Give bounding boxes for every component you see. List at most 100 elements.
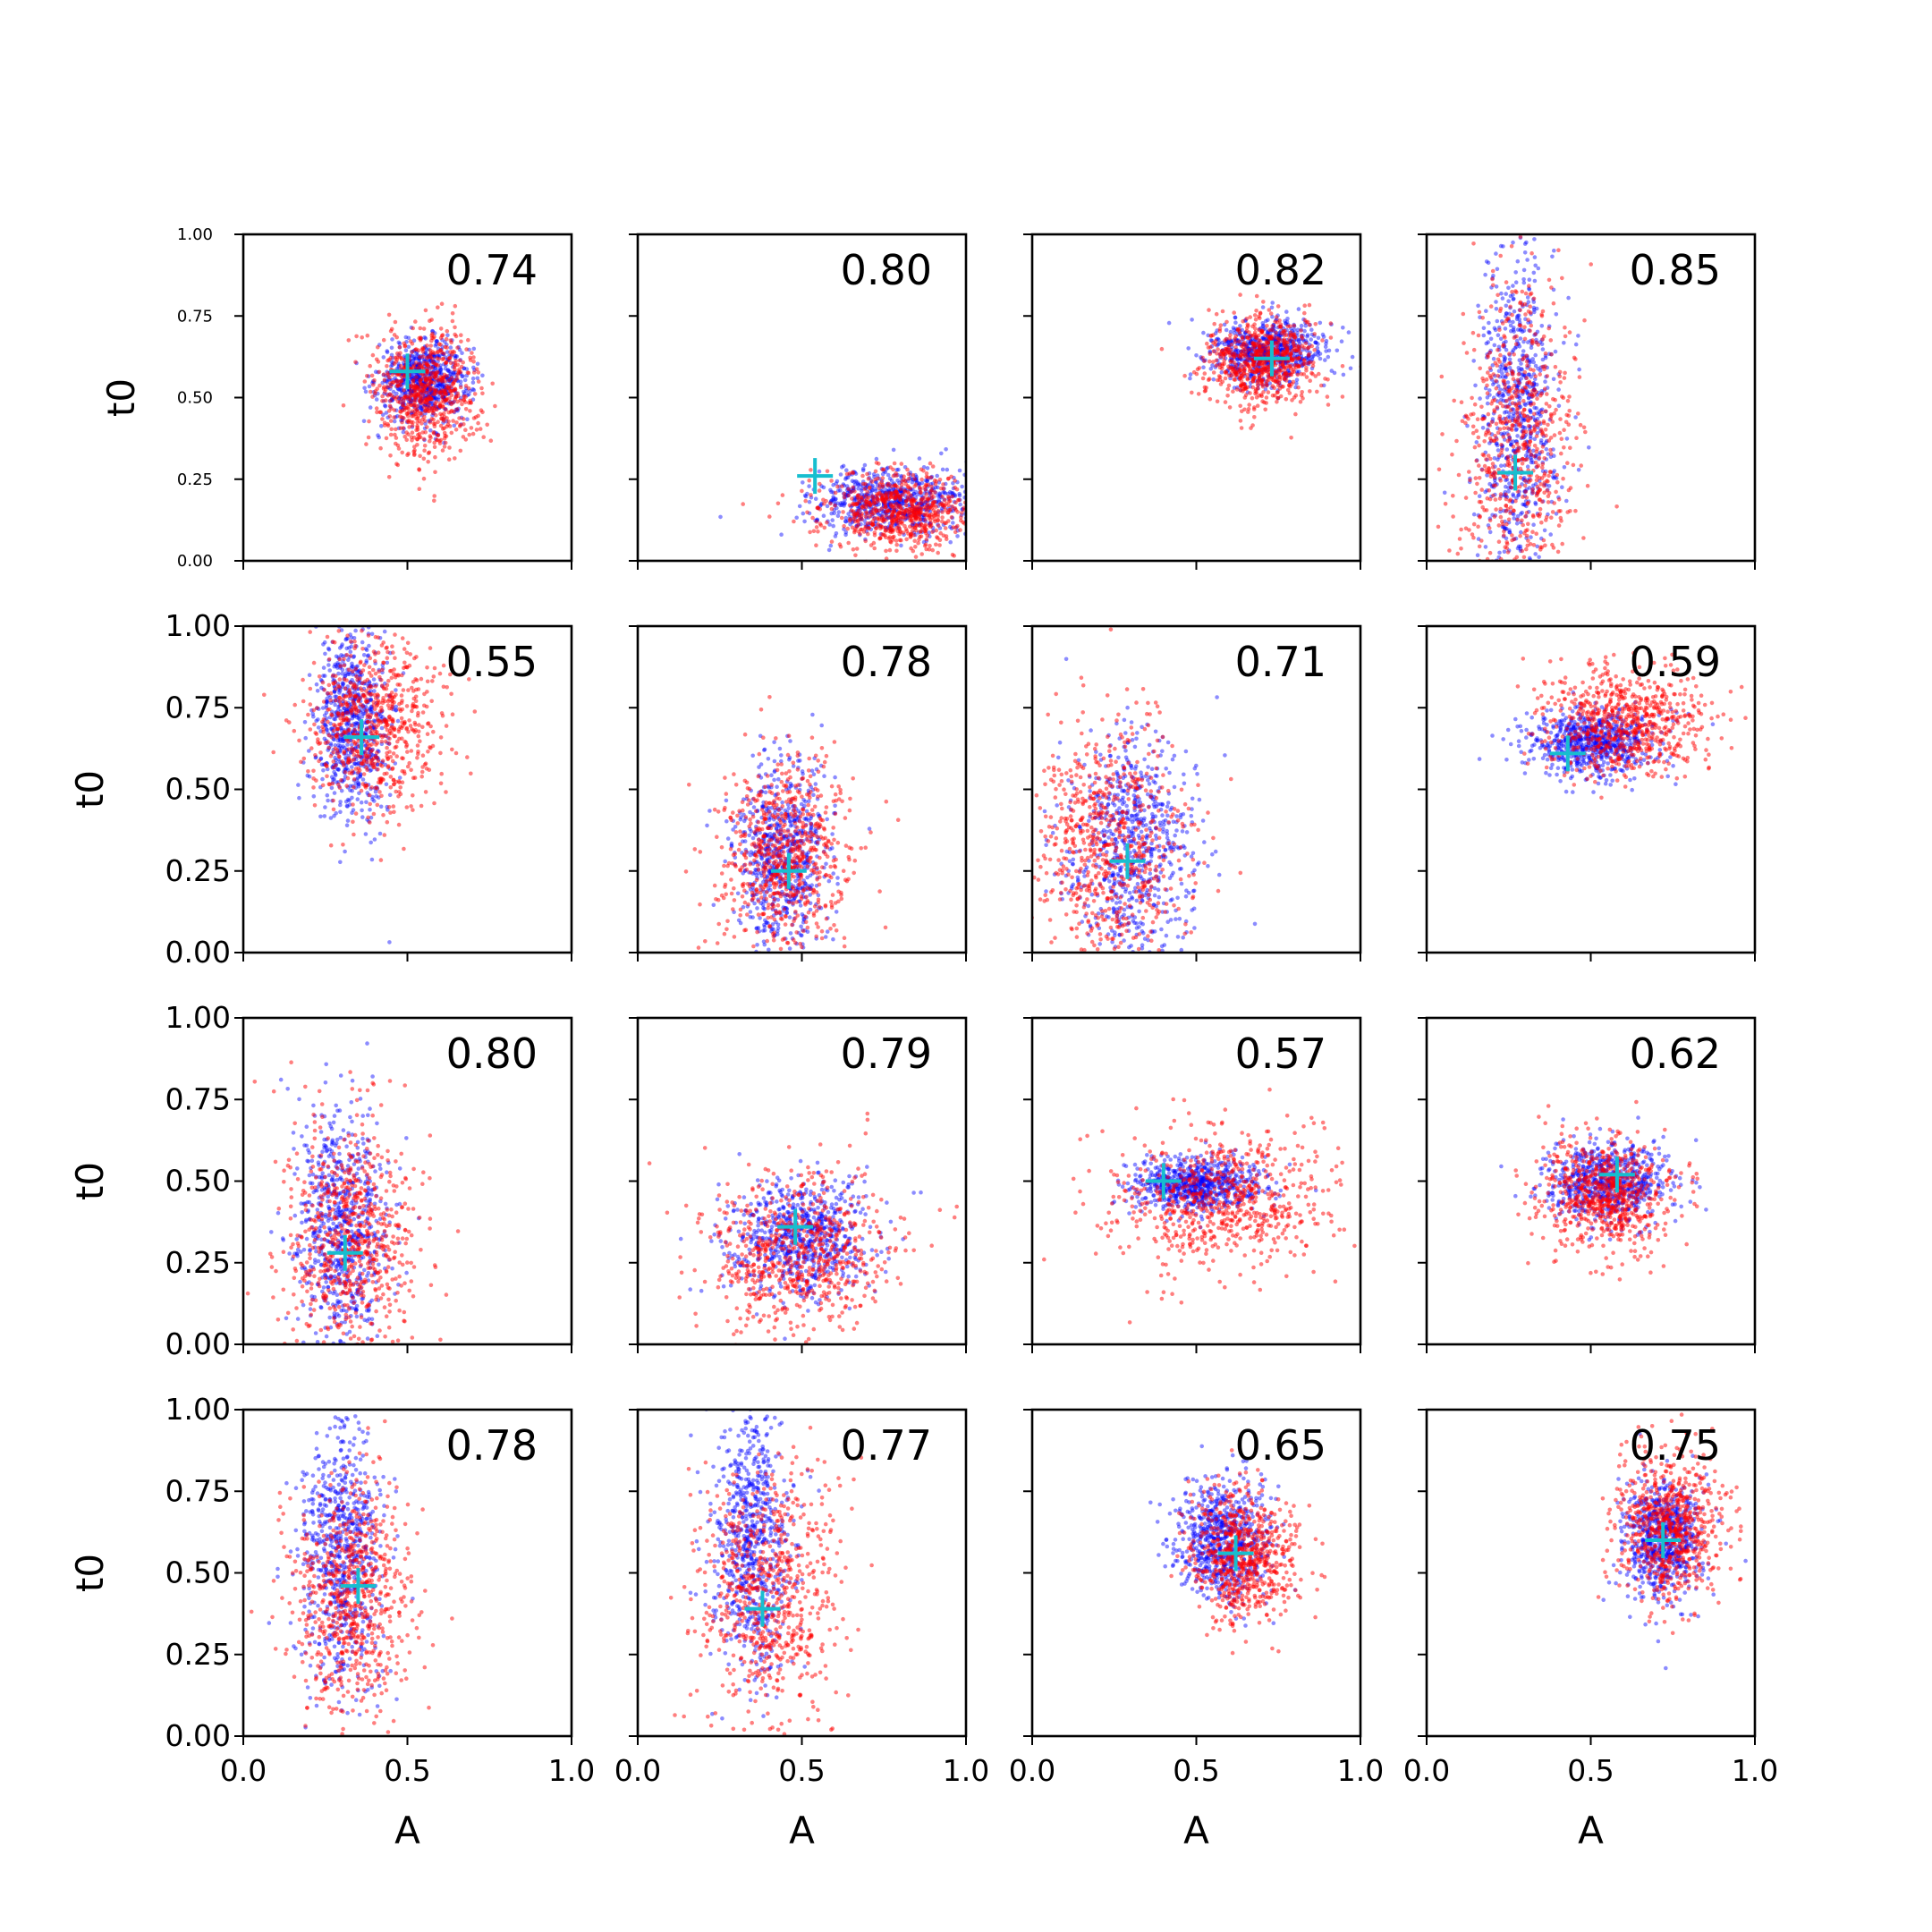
- red-point: [852, 489, 857, 494]
- blue-point: [955, 534, 960, 538]
- red-point: [451, 419, 455, 423]
- red-point: [864, 499, 869, 504]
- blue-point: [1508, 323, 1513, 328]
- red-point: [958, 528, 962, 532]
- blue-point: [393, 376, 397, 381]
- blue-point: [817, 469, 822, 474]
- red-point: [402, 434, 408, 439]
- blue-point: [368, 405, 373, 410]
- red-point: [880, 476, 886, 480]
- red-point: [428, 343, 434, 348]
- blue-point: [1552, 469, 1557, 473]
- red-point: [365, 374, 369, 378]
- red-point: [387, 403, 393, 409]
- red-point: [1306, 345, 1311, 350]
- blue-point: [845, 475, 851, 480]
- red-point: [471, 355, 476, 360]
- red-point: [1302, 310, 1307, 316]
- blue-point: [1270, 301, 1275, 305]
- red-point: [408, 398, 413, 403]
- blue-point: [1564, 436, 1570, 441]
- blue-point: [1528, 408, 1532, 412]
- red-point: [898, 504, 902, 508]
- blue-point: [802, 519, 807, 524]
- red-point: [460, 402, 464, 407]
- red-point: [380, 417, 385, 421]
- red-point: [449, 430, 454, 436]
- blue-point: [1534, 306, 1539, 311]
- red-point: [429, 335, 435, 341]
- blue-point: [1514, 521, 1520, 526]
- blue-point: [1532, 255, 1538, 259]
- red-point: [1250, 385, 1256, 390]
- red-point: [1211, 360, 1216, 364]
- blue-point: [841, 463, 846, 469]
- blue-point: [1311, 353, 1316, 359]
- blue-point: [1507, 530, 1513, 535]
- blue-point: [411, 358, 416, 363]
- red-point: [411, 363, 416, 369]
- red-point: [1259, 394, 1264, 399]
- blue-point: [1496, 369, 1502, 374]
- red-point: [874, 509, 879, 513]
- red-point: [935, 535, 939, 539]
- blue-point: [859, 488, 864, 493]
- red-point: [809, 493, 813, 497]
- red-point: [407, 425, 411, 429]
- red-point: [457, 367, 462, 372]
- red-point: [929, 484, 934, 489]
- red-point: [811, 529, 817, 534]
- red-point: [1239, 378, 1244, 384]
- red-point: [912, 484, 917, 488]
- blue-point: [443, 366, 448, 371]
- red-point: [874, 526, 878, 531]
- blue-point: [1249, 373, 1254, 377]
- red-point: [890, 530, 895, 534]
- blue-point: [1296, 337, 1301, 343]
- blue-point: [947, 489, 953, 495]
- red-point: [1254, 352, 1258, 358]
- red-point: [368, 363, 373, 369]
- red-point: [930, 504, 935, 508]
- blue-point: [390, 337, 394, 342]
- red-point: [961, 520, 965, 525]
- blue-point: [957, 491, 962, 496]
- red-point: [919, 552, 924, 556]
- red-point: [1284, 397, 1289, 402]
- red-point: [1284, 348, 1290, 353]
- red-point: [407, 418, 411, 423]
- y-tick-label: 1.00: [177, 225, 213, 244]
- red-point: [921, 504, 927, 510]
- red-point: [873, 469, 878, 474]
- blue-point: [1511, 494, 1516, 498]
- blue-point: [406, 344, 411, 350]
- blue-point: [462, 391, 467, 396]
- red-point: [1528, 304, 1532, 309]
- red-point: [849, 489, 853, 495]
- red-point: [1274, 330, 1278, 335]
- red-point: [869, 510, 874, 515]
- red-point: [1301, 361, 1306, 367]
- panel-score: 0.80: [841, 246, 932, 294]
- red-point: [846, 487, 851, 492]
- red-point: [1479, 487, 1484, 492]
- red-point: [1237, 367, 1242, 371]
- blue-point: [1494, 251, 1498, 256]
- red-point: [888, 493, 894, 498]
- red-point: [457, 358, 462, 363]
- blue-point: [1515, 434, 1520, 438]
- red-point: [406, 432, 411, 437]
- blue-point: [1341, 372, 1346, 377]
- blue-point: [933, 485, 938, 490]
- red-point: [835, 484, 840, 489]
- blue-point: [1533, 352, 1538, 358]
- y-tick-label: 0.00: [177, 552, 213, 571]
- red-point: [1217, 326, 1223, 332]
- red-point: [1477, 544, 1482, 549]
- red-point: [913, 514, 918, 519]
- red-point: [1328, 321, 1334, 326]
- red-point: [928, 475, 934, 480]
- red-point: [376, 344, 380, 350]
- red-point: [940, 515, 945, 520]
- red-point: [922, 512, 927, 517]
